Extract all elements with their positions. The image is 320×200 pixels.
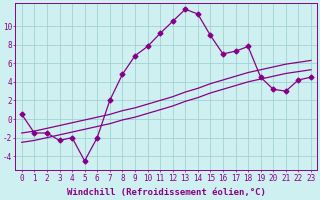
X-axis label: Windchill (Refroidissement éolien,°C): Windchill (Refroidissement éolien,°C): [67, 188, 266, 197]
